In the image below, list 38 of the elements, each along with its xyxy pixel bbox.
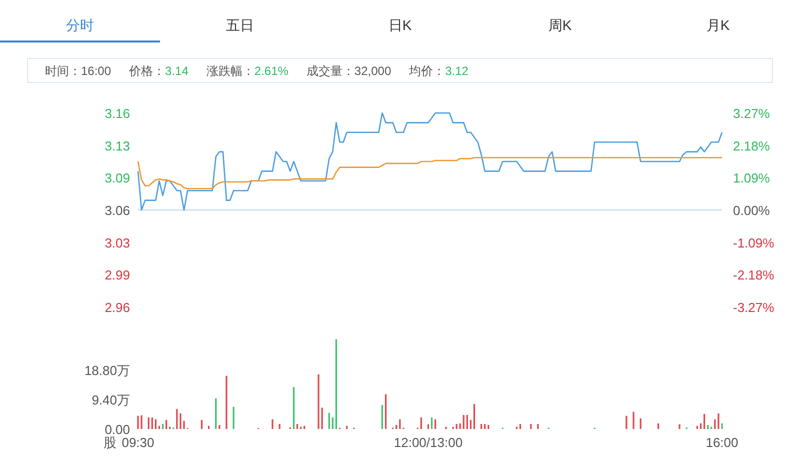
x-tick-label: 16:00 xyxy=(706,435,738,450)
y-tick-label: 3.09 xyxy=(104,170,130,186)
text: 价格： xyxy=(128,64,166,78)
y2-tick-label: -3.27% xyxy=(733,300,775,315)
y-tick-label: 2.99 xyxy=(104,268,130,283)
x-tick-label: 09:30 xyxy=(122,435,154,450)
text: 均价： xyxy=(408,64,446,78)
line-series xyxy=(137,112,723,211)
y2-tick-label: 1.09% xyxy=(733,170,770,186)
text: 月K xyxy=(706,17,730,33)
y2-tick-label: 3.27% xyxy=(733,106,770,121)
y2-tick-label: -1.09% xyxy=(733,235,775,250)
y2-tick-label: -2.18% xyxy=(733,268,775,283)
y-axis-title: 股 xyxy=(104,435,116,450)
line-series xyxy=(137,156,723,190)
y-tick-label: 2.96 xyxy=(104,300,130,315)
y-tick-label: 3.16 xyxy=(104,106,130,121)
y-tick-label: 3.13 xyxy=(104,138,130,154)
text: 涨跌幅： xyxy=(206,64,254,78)
y-tick-label: 0.00 xyxy=(104,422,130,437)
text: 时间： xyxy=(45,64,81,78)
text: 3.14 xyxy=(165,64,189,78)
y-tick-label: 9.40万 xyxy=(92,392,130,408)
y2-tick-label: 0.00% xyxy=(733,203,770,218)
text: 16:00 xyxy=(81,64,112,78)
text: 成交量： xyxy=(306,64,354,78)
text: 2.61% xyxy=(254,64,289,78)
text: 3.12 xyxy=(445,64,469,78)
x-tick-label: 12:00/13:00 xyxy=(394,435,463,450)
y-tick-label: 3.03 xyxy=(104,235,130,250)
text: 周K xyxy=(548,17,572,33)
text: 五日 xyxy=(226,17,254,33)
y2-tick-label: 2.18% xyxy=(733,138,770,154)
text: 日K xyxy=(388,17,412,33)
text: 分时 xyxy=(66,17,94,33)
text: 32,000 xyxy=(354,64,392,78)
y-tick-label: 18.80万 xyxy=(84,363,130,378)
y-tick-label: 3.06 xyxy=(104,203,130,218)
